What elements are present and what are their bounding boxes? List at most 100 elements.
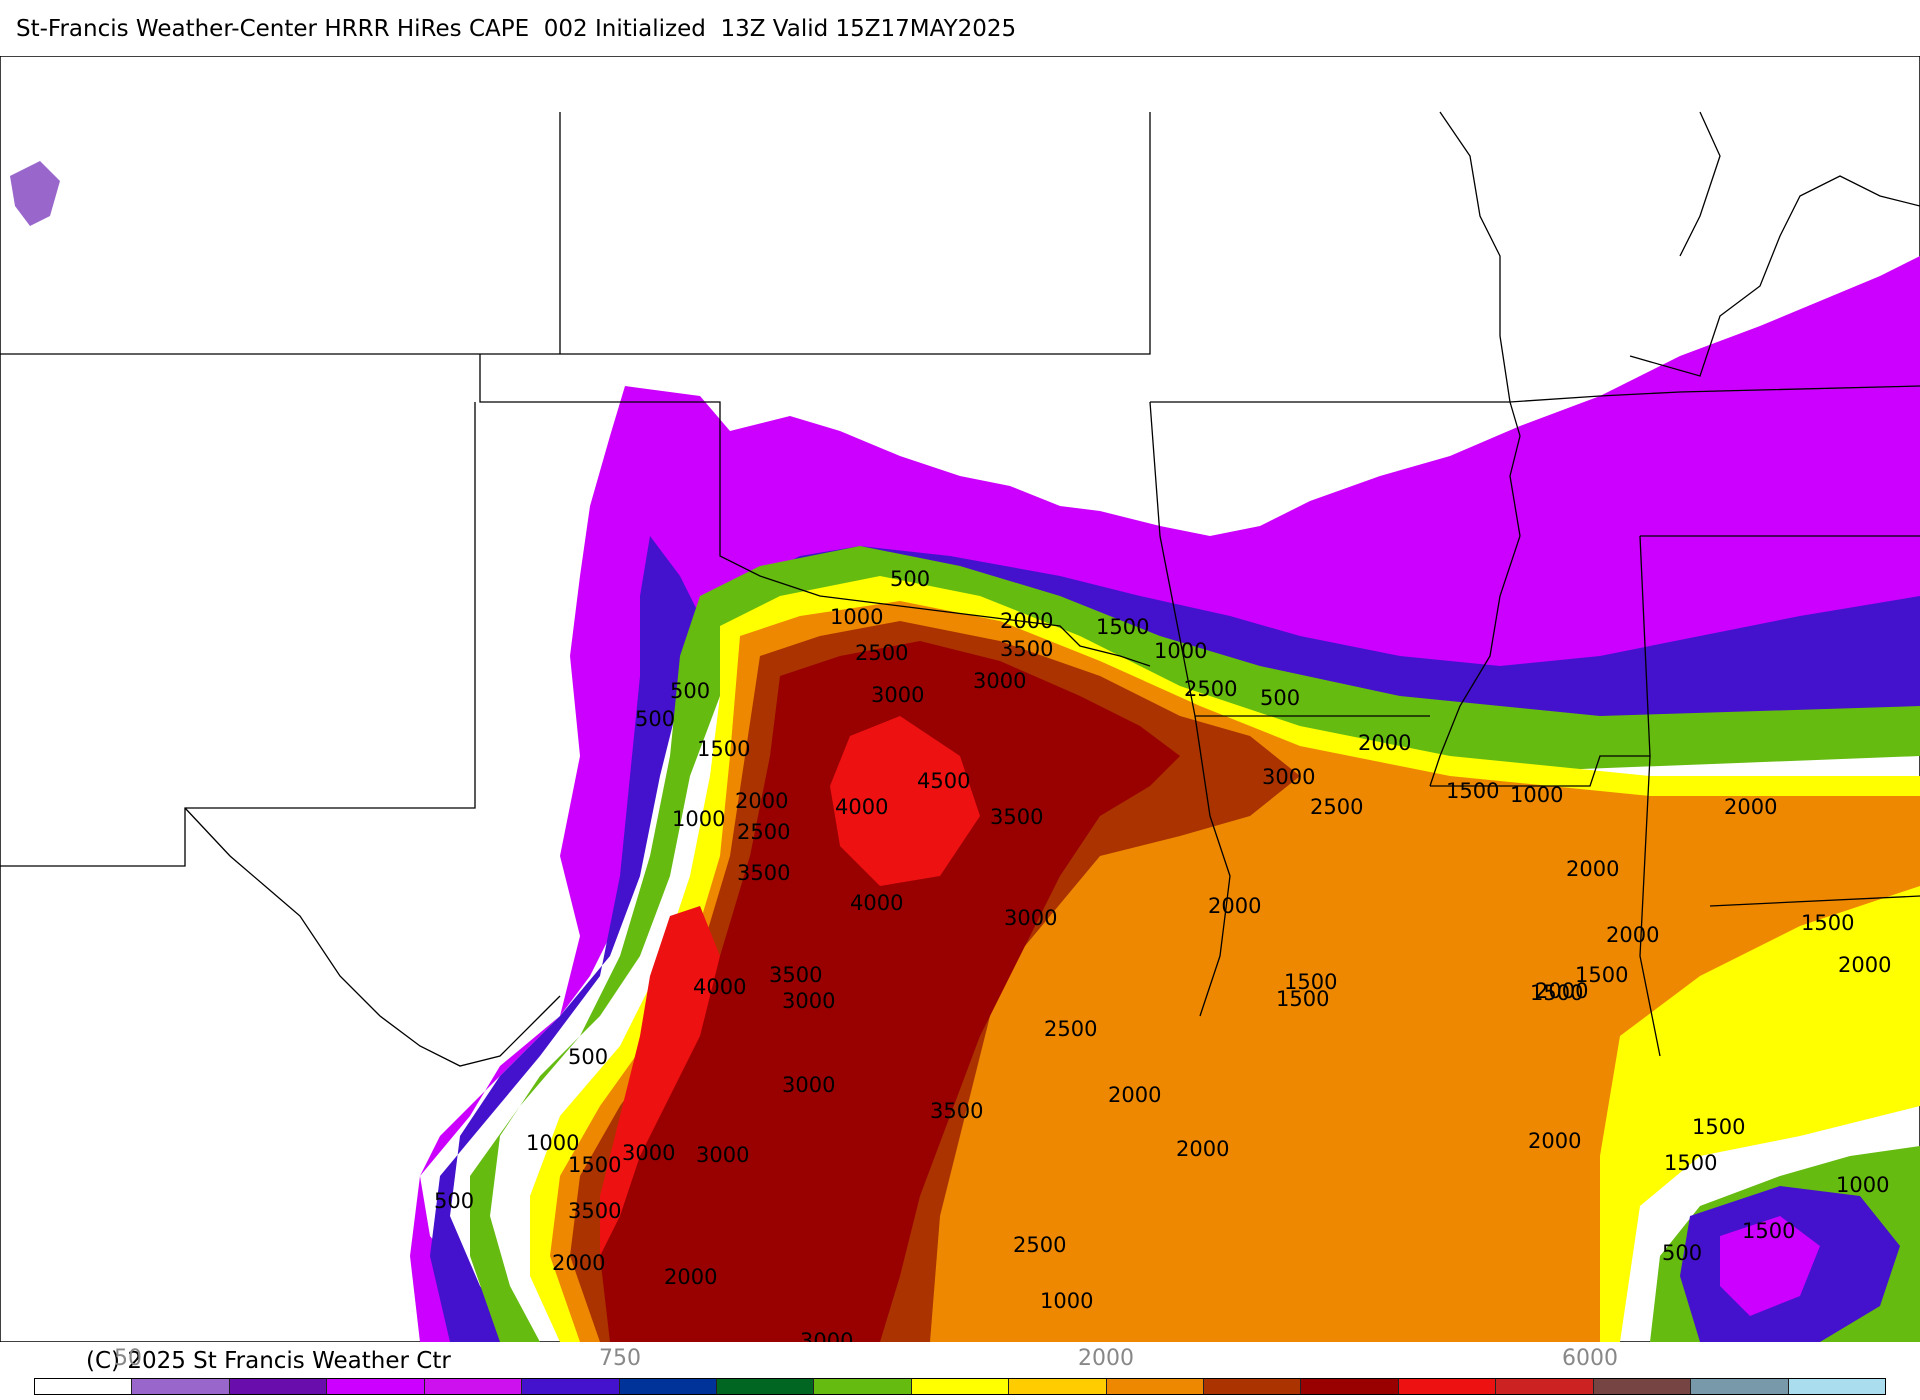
contour-label: 2000 xyxy=(1000,609,1053,633)
border-line xyxy=(1629,175,1920,377)
contour-label: 3000 xyxy=(696,1143,749,1167)
contour-label: 2500 xyxy=(1013,1233,1066,1257)
border-line xyxy=(1149,401,1430,717)
border-line xyxy=(1430,755,1661,1057)
cape-fill-red-south xyxy=(600,906,720,1256)
contour-label: 2000 xyxy=(1838,953,1891,977)
colorbar-cell xyxy=(132,1379,230,1394)
contour-label: 3500 xyxy=(568,1199,621,1223)
cape-fill-purple-southeast xyxy=(1720,1216,1820,1316)
contour-label: 3500 xyxy=(990,805,1043,829)
contour-label: 1500 xyxy=(1692,1115,1745,1139)
contour-label: 2000 xyxy=(1108,1083,1161,1107)
colorbar-tick: 750 xyxy=(599,1346,641,1371)
contour-label: 2500 xyxy=(855,641,908,665)
colorbar-cell xyxy=(1009,1379,1107,1394)
contour-label-layer: 500 1000 2000 1500 1000 2500 3500 3000 3… xyxy=(434,567,1891,1342)
colorbar-cell xyxy=(619,1379,717,1394)
contour-label: 2000 xyxy=(1566,857,1619,881)
border-line xyxy=(1709,895,1920,907)
colorbar-cell xyxy=(327,1379,425,1394)
contour-label: 3000 xyxy=(782,1073,835,1097)
border-line xyxy=(1639,535,1651,757)
contour-label: 1500 xyxy=(697,737,750,761)
contour-label: 1500 xyxy=(1530,981,1583,1005)
colorbar xyxy=(34,1378,1886,1395)
cape-fill-darkred xyxy=(600,641,1180,1342)
cape-fill-layer xyxy=(0,161,1920,1342)
border-line xyxy=(1194,715,1231,1017)
cape-fill-red-north xyxy=(830,716,980,886)
contour-label: 2000 xyxy=(1176,1137,1229,1161)
contour-label: 3000 xyxy=(973,669,1026,693)
contour-label: 2000 xyxy=(1528,1129,1581,1153)
contour-label: 1500 xyxy=(1801,911,1854,935)
copyright-notice: (C) 2025 St Francis Weather Ctr xyxy=(86,1348,451,1374)
contour-label: 1000 xyxy=(830,605,883,629)
contour-label: 3000 xyxy=(622,1141,675,1165)
contour-label: 2000 xyxy=(664,1265,717,1289)
colorbar-cell xyxy=(1398,1379,1497,1394)
border-line xyxy=(1679,111,1721,257)
contour-label: 2000 xyxy=(1606,923,1659,947)
border-line xyxy=(1439,111,1511,403)
colorbar-cell xyxy=(716,1379,815,1394)
contour-label: 3500 xyxy=(769,963,822,987)
contour-label: 3000 xyxy=(871,683,924,707)
contour-label: 1000 xyxy=(1510,783,1563,807)
contour-label: 2000 xyxy=(735,789,788,813)
contour-label: 2500 xyxy=(1184,677,1237,701)
border-line xyxy=(479,354,1151,667)
contour-label: 3000 xyxy=(800,1329,853,1342)
contour-label: 2000 xyxy=(1358,731,1411,755)
contour-label: 3000 xyxy=(1004,906,1057,930)
contour-label: 4500 xyxy=(917,769,970,793)
contour-label: 3000 xyxy=(1262,765,1315,789)
contour-label: 1500 xyxy=(568,1153,621,1177)
contour-label: 3000 xyxy=(782,989,835,1013)
contour-label: 1500 xyxy=(1664,1151,1717,1175)
contour-label: 2500 xyxy=(1044,1017,1097,1041)
colorbar-cell xyxy=(1204,1379,1302,1394)
cape-fill-green xyxy=(470,546,1920,1342)
contour-label: 500 xyxy=(568,1045,608,1069)
state-borders xyxy=(0,111,1920,1067)
contour-label: 1000 xyxy=(526,1131,579,1155)
contour-label: 4000 xyxy=(835,795,888,819)
cape-map: 500 1000 2000 1500 1000 2500 3500 3000 3… xyxy=(0,56,1920,1342)
contour-label: 3500 xyxy=(737,861,790,885)
contour-label: 1000 xyxy=(1040,1289,1093,1313)
contour-label: 1500 xyxy=(1284,970,1337,994)
border-line xyxy=(0,112,1151,355)
border-line xyxy=(1509,385,1920,403)
colorbar-cell xyxy=(1788,1379,1886,1394)
contour-label: 500 xyxy=(1260,686,1300,710)
colorbar-tick: 2000 xyxy=(1078,1346,1134,1371)
border-line xyxy=(184,807,561,1067)
contour-label: 4000 xyxy=(850,891,903,915)
contour-label: 4000 xyxy=(693,975,746,999)
contour-label: 2000 xyxy=(1208,894,1261,918)
contour-label: 2500 xyxy=(737,820,790,844)
contour-label: 2000 xyxy=(552,1251,605,1275)
colorbar-cell xyxy=(814,1379,912,1394)
colorbar-cell xyxy=(1593,1379,1692,1394)
cape-fill-purple xyxy=(0,256,1920,1342)
contour-label: 1500 xyxy=(1575,963,1628,987)
contour-label: 2000 xyxy=(1724,795,1777,819)
cape-fill-purple-nw xyxy=(10,161,60,226)
contour-label: 1000 xyxy=(1154,639,1207,663)
contour-label: 500 xyxy=(635,707,675,731)
contour-label: 1000 xyxy=(672,807,725,831)
contour-label: 500 xyxy=(434,1189,474,1213)
map-title: St-Francis Weather-Center HRRR HiRes CAP… xyxy=(16,16,1017,42)
contour-label: 2500 xyxy=(1310,795,1363,819)
contour-label: 1000 xyxy=(1836,1173,1889,1197)
border-line xyxy=(1150,401,1521,787)
colorbar-tick: 50 xyxy=(114,1346,142,1371)
contour-label: 1500 xyxy=(1742,1219,1795,1243)
colorbar-tick-labels: 50 750 2000 6000 xyxy=(0,1346,1920,1374)
contour-label: 500 xyxy=(1662,1241,1702,1265)
contour-label: 3500 xyxy=(930,1099,983,1123)
colorbar-cell xyxy=(1301,1379,1399,1394)
